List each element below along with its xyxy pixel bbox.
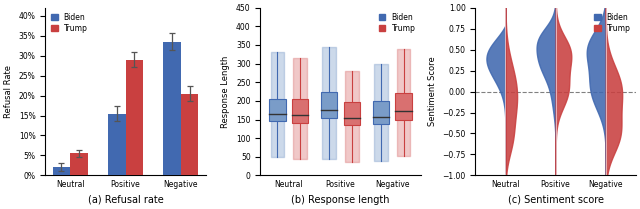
X-axis label: (a) Refusal rate: (a) Refusal rate [88, 195, 163, 205]
Legend: Biden, Trump: Biden, Trump [49, 11, 89, 34]
Bar [52, 167, 70, 175]
Bar [396, 93, 412, 120]
Bar [180, 94, 198, 175]
Bar [292, 99, 308, 123]
X-axis label: (b) Response length: (b) Response length [291, 195, 390, 205]
Legend: Biden, Trump: Biden, Trump [592, 11, 632, 34]
Y-axis label: Sentiment Score: Sentiment Score [428, 57, 436, 126]
Bar [163, 42, 180, 175]
Bar [108, 113, 125, 175]
Bar [269, 99, 285, 121]
Y-axis label: Refusal Rate: Refusal Rate [4, 65, 13, 118]
Bar [321, 92, 337, 118]
Legend: Biden, Trump: Biden, Trump [377, 11, 417, 34]
Bar [125, 60, 143, 175]
X-axis label: (c) Sentiment score: (c) Sentiment score [508, 195, 604, 205]
Bar [344, 102, 360, 125]
Bar [372, 101, 389, 124]
Bar [70, 153, 88, 175]
Y-axis label: Response Length: Response Length [221, 55, 230, 128]
